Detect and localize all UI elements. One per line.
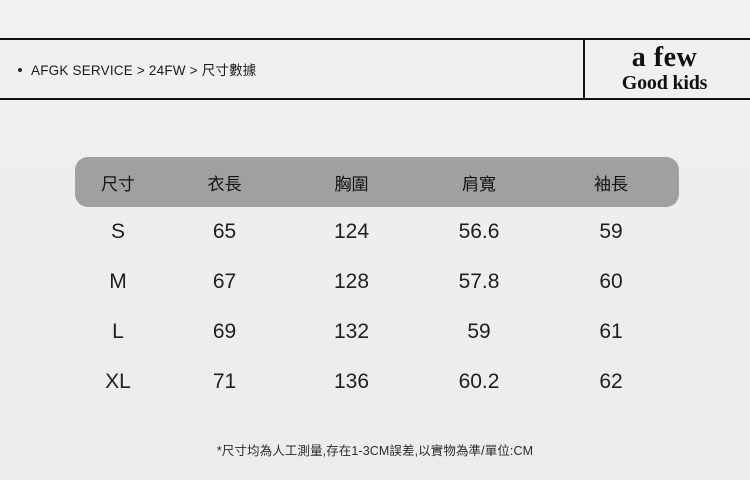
cell-sleeve: 59 (599, 220, 623, 243)
cell-chest: 128 (333, 270, 370, 293)
table-row: L 69 132 59 61 (75, 307, 679, 357)
cell-size: M (109, 270, 127, 293)
breadcrumb[interactable]: AFGK SERVICE > 24FW > 尺寸數據 (0, 40, 585, 98)
column-header-length: 衣長 (207, 174, 242, 194)
column-header-chest: 胸圍 (334, 174, 369, 194)
cell-length: 71 (212, 370, 237, 393)
cell-length: 67 (212, 270, 237, 293)
cell-shoulder: 60.2 (458, 370, 500, 393)
column-header-sleeve: 袖長 (594, 174, 628, 194)
page-header-band: AFGK SERVICE > 24FW > 尺寸數據 a few Good ki… (0, 38, 750, 100)
table-row: S 65 124 56.6 59 (75, 207, 679, 257)
brand-logo-line-2: Good kids (621, 72, 708, 94)
cell-sleeve: 62 (599, 370, 623, 393)
cell-size: L (112, 320, 124, 343)
cell-shoulder: 56.6 (458, 220, 500, 243)
cell-size: S (110, 220, 125, 243)
cell-length: 69 (212, 320, 237, 343)
column-header-shoulder: 肩寬 (462, 174, 496, 194)
cell-chest: 124 (333, 220, 370, 243)
cell-chest: 136 (333, 370, 370, 393)
breadcrumb-text: AFGK SERVICE > 24FW > 尺寸數據 (31, 63, 257, 78)
cell-shoulder: 57.8 (458, 270, 500, 293)
cell-sleeve: 61 (599, 320, 623, 343)
size-measurement-table: 尺寸 衣長 胸圍 肩寬 袖長 S 65 124 56.6 59 M 67 128… (75, 157, 679, 407)
table-header-row: 尺寸 衣長 胸圍 肩寬 袖長 (75, 157, 679, 207)
table-row: M 67 128 57.8 60 (75, 257, 679, 307)
measurement-disclaimer: *尺寸均為人工測量,存在1-3CM誤差,以實物為準/單位:CM (216, 444, 534, 458)
brand-logo-line-1: a few (631, 42, 698, 73)
column-header-size: 尺寸 (101, 174, 135, 194)
cell-length: 65 (212, 220, 237, 243)
cell-sleeve: 60 (599, 270, 623, 293)
bullet-dot-icon (18, 68, 22, 72)
cell-chest: 132 (333, 320, 370, 343)
brand-logo[interactable]: a few Good kids (585, 40, 750, 98)
cell-size: XL (105, 370, 131, 393)
table-row: XL 71 136 60.2 62 (75, 357, 679, 407)
cell-shoulder: 59 (467, 320, 491, 343)
